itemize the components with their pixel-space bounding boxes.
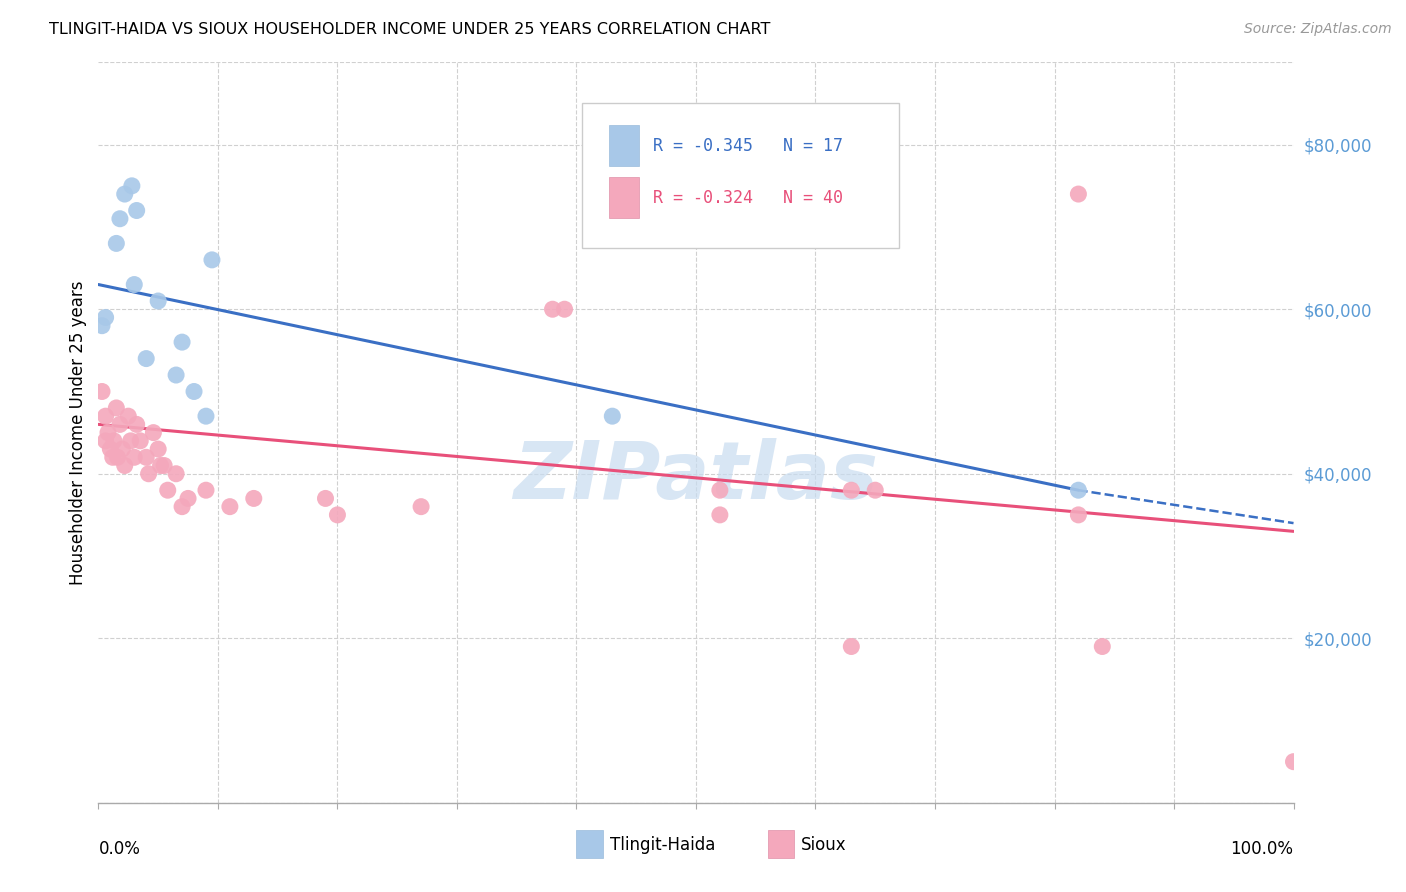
- Point: [243, 491, 266, 506]
- Point: [148, 293, 170, 308]
- Point: [124, 450, 146, 465]
- Point: [315, 491, 337, 506]
- Point: [172, 335, 194, 350]
- Point: [183, 384, 205, 399]
- Point: [120, 434, 142, 448]
- Point: [1067, 508, 1090, 522]
- Point: [114, 458, 136, 473]
- Point: [107, 450, 129, 465]
- Point: [709, 508, 731, 522]
- Point: [602, 409, 624, 424]
- Text: Tlingit-Haida: Tlingit-Haida: [610, 836, 716, 854]
- Point: [172, 500, 194, 514]
- Point: [98, 442, 122, 456]
- Point: [105, 401, 128, 415]
- Text: R = -0.324   N = 40: R = -0.324 N = 40: [652, 188, 844, 207]
- FancyBboxPatch shape: [609, 178, 638, 218]
- Point: [135, 351, 157, 366]
- Point: [91, 384, 114, 399]
- Point: [148, 442, 170, 456]
- FancyBboxPatch shape: [609, 126, 638, 166]
- Point: [114, 187, 136, 202]
- Point: [541, 302, 564, 317]
- Text: R = -0.345   N = 17: R = -0.345 N = 17: [652, 136, 844, 154]
- Point: [111, 442, 134, 456]
- Point: [1067, 483, 1090, 498]
- Point: [195, 483, 218, 498]
- Point: [125, 203, 148, 218]
- Point: [1091, 640, 1114, 654]
- Point: [142, 425, 165, 440]
- Point: [97, 425, 120, 440]
- Point: [138, 467, 160, 481]
- Text: 0.0%: 0.0%: [98, 840, 141, 858]
- FancyBboxPatch shape: [768, 830, 794, 858]
- Point: [841, 483, 863, 498]
- Point: [156, 483, 179, 498]
- Point: [124, 277, 146, 292]
- FancyBboxPatch shape: [582, 103, 900, 247]
- Point: [1282, 755, 1305, 769]
- Point: [165, 467, 187, 481]
- Point: [195, 409, 218, 424]
- Point: [125, 417, 148, 432]
- Text: Sioux: Sioux: [801, 836, 846, 854]
- FancyBboxPatch shape: [576, 830, 603, 858]
- Point: [149, 458, 172, 473]
- Point: [1067, 187, 1090, 202]
- Point: [554, 302, 576, 317]
- Text: ZIPatlas: ZIPatlas: [513, 438, 879, 516]
- Text: TLINGIT-HAIDA VS SIOUX HOUSEHOLDER INCOME UNDER 25 YEARS CORRELATION CHART: TLINGIT-HAIDA VS SIOUX HOUSEHOLDER INCOM…: [49, 22, 770, 37]
- Text: 100.0%: 100.0%: [1230, 840, 1294, 858]
- Point: [219, 500, 242, 514]
- Point: [129, 434, 152, 448]
- Point: [94, 434, 117, 448]
- Point: [108, 211, 131, 226]
- Point: [94, 310, 117, 325]
- Point: [841, 640, 863, 654]
- Point: [101, 450, 124, 465]
- Point: [153, 458, 176, 473]
- Point: [103, 434, 125, 448]
- Point: [709, 483, 731, 498]
- Y-axis label: Householder Income Under 25 years: Householder Income Under 25 years: [69, 280, 87, 585]
- Point: [201, 252, 224, 267]
- Point: [165, 368, 187, 382]
- Point: [865, 483, 887, 498]
- Point: [326, 508, 349, 522]
- Point: [108, 417, 131, 432]
- Point: [121, 178, 143, 193]
- Point: [177, 491, 200, 506]
- Text: Source: ZipAtlas.com: Source: ZipAtlas.com: [1244, 22, 1392, 37]
- Point: [135, 450, 157, 465]
- Point: [105, 236, 128, 251]
- Point: [117, 409, 139, 424]
- Point: [411, 500, 433, 514]
- Point: [94, 409, 117, 424]
- Point: [91, 318, 114, 333]
